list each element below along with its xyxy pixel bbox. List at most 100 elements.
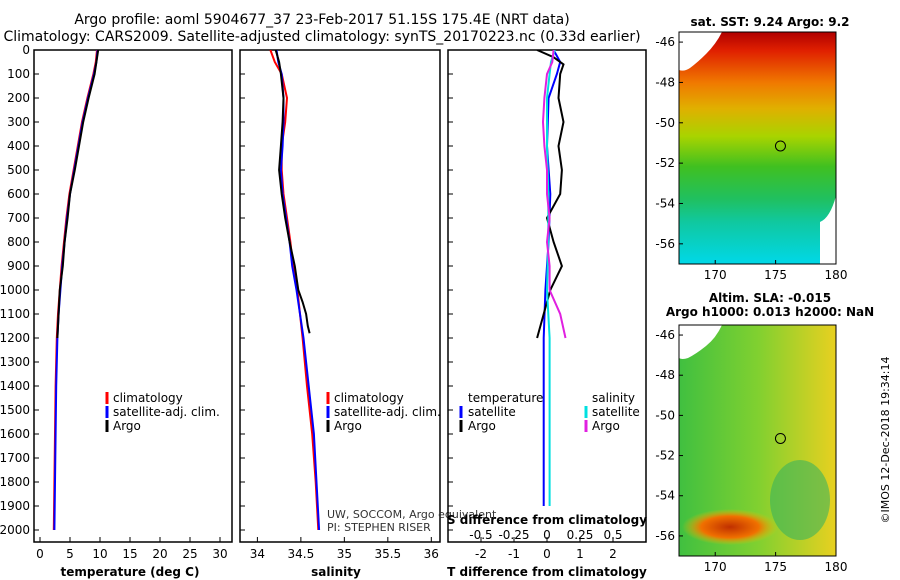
x-tick-label: -2 — [475, 547, 487, 561]
s-diff-tick-label: -0.25 — [498, 528, 529, 542]
imos-credit: ©IMOS 12-Dec-2018 19:34:14 — [879, 357, 892, 524]
series-argo — [274, 50, 311, 334]
salinity-axis-ticks: 34 34.5 35 35.5 36 — [250, 537, 439, 561]
x-tick-label: 5 — [66, 547, 74, 561]
sst-map-ticks: 170 175 180 -46 -48 -50 -52 -54 -56 — [655, 35, 847, 282]
s-diff-tick-label: 0 — [543, 528, 551, 542]
map-y-tick-label: -48 — [655, 368, 675, 382]
depth-tick-label: 1600 — [0, 427, 30, 441]
depth-tick-label: 600 — [7, 187, 30, 201]
x-tick-label: 35.5 — [374, 547, 401, 561]
depth-axis-ticks: 0 100 200 300 400 500 600 700 800 900 1000 1100 1200… — [0, 43, 453, 537]
depth-tick-label: 1500 — [0, 403, 30, 417]
temperature-xlabel: temperature (deg C) — [61, 565, 200, 579]
sla-land-coast — [679, 325, 722, 359]
depth-tick-label: 1100 — [0, 307, 30, 321]
sla-map-title-2: Argo h1000: 0.013 h2000: NaN — [666, 305, 874, 319]
depth-tick-label: 1200 — [0, 331, 30, 345]
s-diff-tick-label: -0.5 — [469, 528, 492, 542]
legend-s-satellite-label: satellite — [592, 405, 640, 419]
salinity-legend: climatology satellite-adj. clim. Argo — [326, 391, 441, 433]
depth-tick-label: 1700 — [0, 451, 30, 465]
series-climatology — [269, 50, 320, 531]
depth-tick-label: 900 — [7, 259, 30, 273]
sla-dark-patch — [770, 460, 830, 540]
map-y-tick-label: -56 — [655, 237, 675, 251]
x-tick-label: 36 — [424, 547, 439, 561]
legend-satellite-label: satellite-adj. clim. — [113, 405, 220, 419]
x-tick-label: 2 — [609, 547, 617, 561]
difference-series — [536, 50, 567, 506]
legend-s-argo-label: Argo — [592, 419, 620, 433]
title-line-2: Climatology: CARS2009. Satellite-adjuste… — [3, 29, 640, 45]
map-x-tick-label: 180 — [825, 268, 848, 282]
float-credit-line-1: UW, SOCCOM, Argo equivalent — [327, 508, 497, 521]
map-x-tick-label: 175 — [764, 560, 787, 574]
x-tick-label: 30 — [212, 547, 227, 561]
map-y-tick-label: -46 — [655, 328, 675, 342]
series-satellite-adj-clim- — [53, 50, 99, 531]
legend-t-satellite-label: satellite — [468, 405, 516, 419]
map-y-tick-label: -54 — [655, 196, 675, 210]
legend-salinity-title: salinity — [592, 391, 635, 405]
legend-satellite-label: satellite-adj. clim. — [334, 405, 441, 419]
legend-climatology-label: climatology — [334, 391, 404, 405]
depth-tick-label: 300 — [7, 115, 30, 129]
salinity-xlabel: salinity — [311, 565, 361, 579]
sst-argo-position-marker — [774, 140, 786, 152]
x-tick-label: 0 — [543, 547, 551, 561]
salinity-series — [269, 50, 321, 531]
map-x-tick-label: 175 — [764, 268, 787, 282]
map-y-tick-label: -50 — [655, 116, 675, 130]
depth-tick-label: 1000 — [0, 283, 30, 297]
x-tick-label: -1 — [508, 547, 520, 561]
s-difference-ticks: -0.5 -0.25 0 0.25 0.5 — [469, 528, 622, 542]
temperature-legend: climatology satellite-adj. clim. Argo — [105, 391, 220, 433]
map-x-tick-label: 170 — [704, 268, 727, 282]
sla-high-anomaly — [682, 509, 778, 545]
difference-legend: temperature satellite Argo salinity sate… — [459, 391, 640, 433]
depth-tick-label: 700 — [7, 211, 30, 225]
depth-tick-label: 2000 — [0, 523, 30, 537]
s-difference-label: S difference from climatology — [447, 513, 647, 527]
s-diff-tick-label: 0.25 — [567, 528, 594, 542]
temperature-panel: 0100200300400500600700800900100011001200… — [0, 43, 453, 579]
map-x-tick-label: 170 — [704, 560, 727, 574]
series-salinity-argo — [541, 50, 567, 339]
sst-map: sat. SST: 9.24 Argo: 9.2 170 175 180 -46 -48… — [655, 15, 849, 282]
legend-argo-label: Argo — [113, 419, 141, 433]
x-tick-label: 1 — [576, 547, 584, 561]
series-argo — [56, 50, 100, 339]
depth-tick-label: 400 — [7, 139, 30, 153]
x-tick-label: 34 — [250, 547, 265, 561]
salinity-axes-box — [239, 49, 441, 543]
legend-climatology-label: climatology — [113, 391, 183, 405]
difference-axis-ticks: -2 -1 0 1 2 — [475, 537, 617, 561]
salinity-panel: 34 34.5 35 35.5 36 salinity climatology sate… — [239, 49, 497, 579]
temperature-axes-box — [33, 49, 233, 543]
legend-t-argo-label: Argo — [468, 419, 496, 433]
legend-argo-label: Argo — [334, 419, 362, 433]
depth-tick-label: 500 — [7, 163, 30, 177]
sla-map-title-1: Altim. SLA: -0.015 — [709, 291, 831, 305]
depth-tick-label: 1800 — [0, 475, 30, 489]
map-y-tick-label: -54 — [655, 489, 675, 503]
depth-tick-label: 100 — [7, 67, 30, 81]
sla-argo-position-marker — [774, 432, 786, 444]
depth-tick-label: 800 — [7, 235, 30, 249]
depth-tick-label: 1400 — [0, 379, 30, 393]
s-diff-tick-label: 0.5 — [603, 528, 622, 542]
float-credit-line-2: PI: STEPHEN RISER — [327, 521, 431, 534]
sst-land-mask — [679, 196, 836, 264]
sla-map: Altim. SLA: -0.015 Argo h1000: 0.013 h20… — [655, 291, 874, 574]
sla-map-ticks: 170 175 180 -46 -48 -50 -52 -54 -56 — [655, 328, 847, 574]
temperature-axis-ticks: 0 5 10 15 20 25 30 — [36, 537, 228, 561]
sst-map-frame — [678, 31, 837, 265]
map-x-tick-label: 180 — [825, 560, 848, 574]
map-y-tick-label: -46 — [655, 35, 675, 49]
depth-tick-label: 0 — [22, 43, 30, 57]
map-y-tick-label: -56 — [655, 529, 675, 543]
temperature-series — [52, 50, 100, 531]
x-tick-label: 35 — [337, 547, 352, 561]
map-y-tick-label: -52 — [655, 449, 675, 463]
